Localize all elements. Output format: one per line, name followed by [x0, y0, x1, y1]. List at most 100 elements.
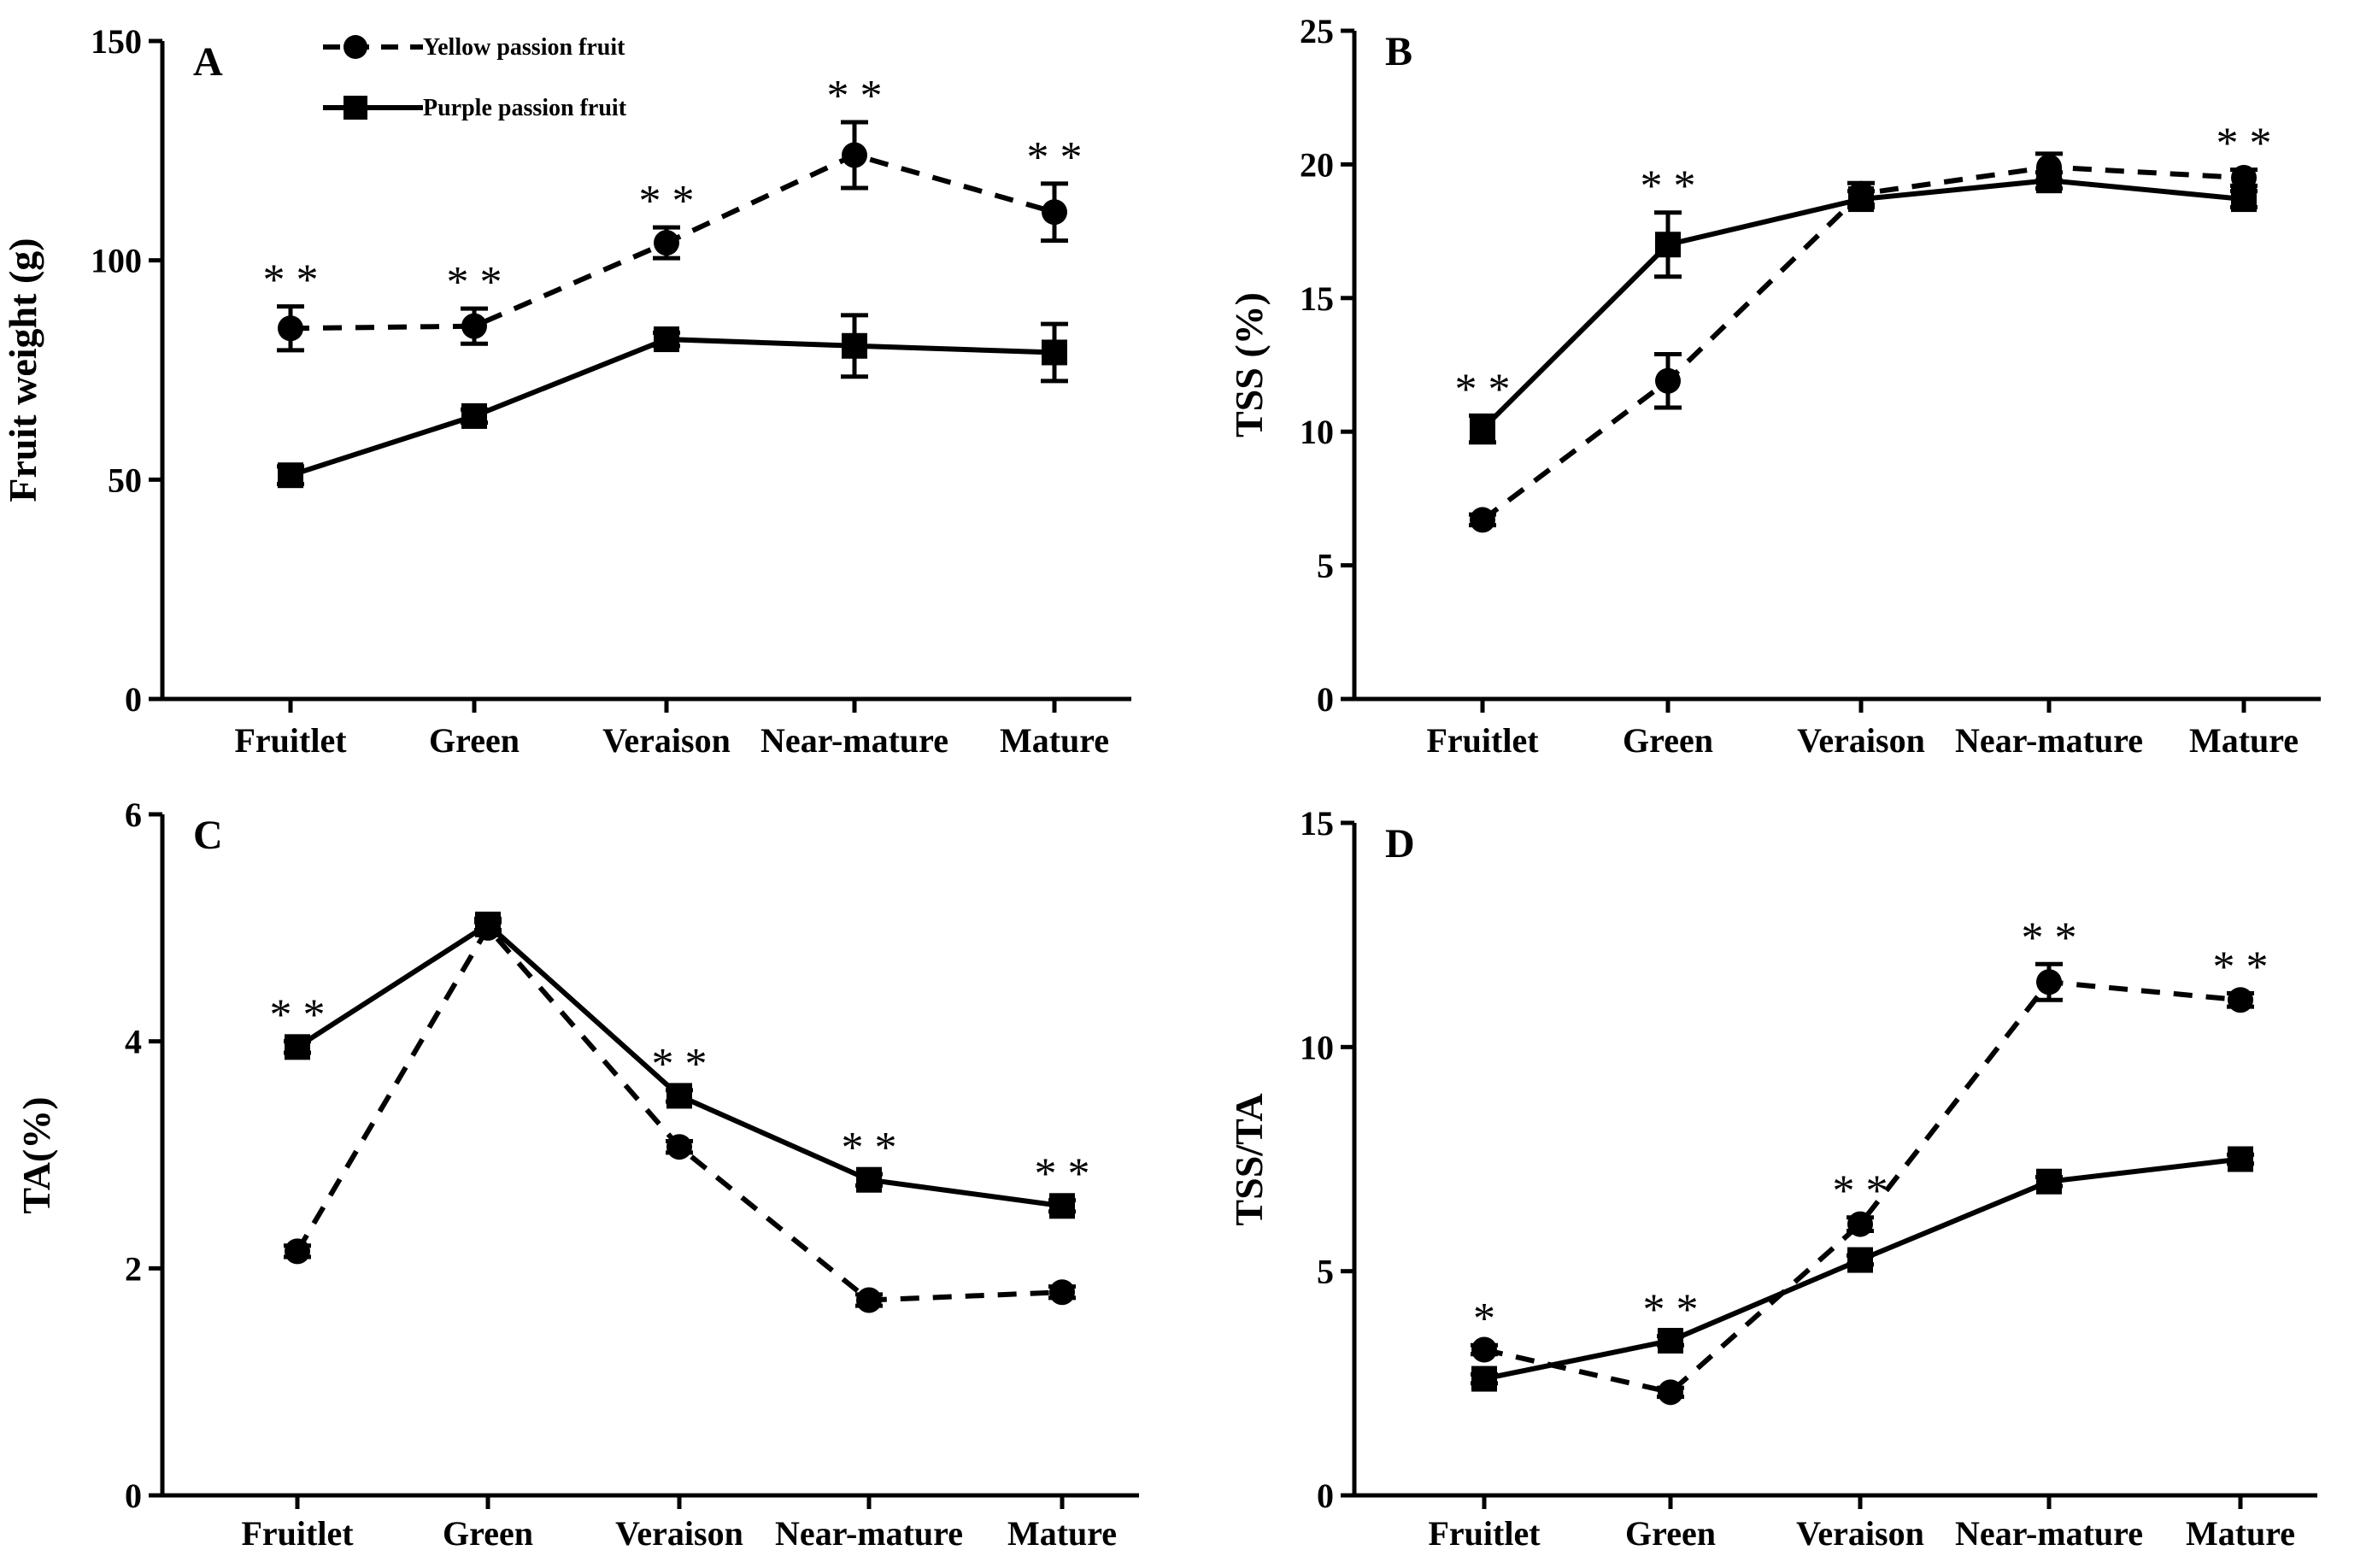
- data-point: [2231, 165, 2257, 191]
- data-point: [666, 1083, 692, 1109]
- y-axis-label: TSS/TA: [1227, 1093, 1271, 1225]
- y-tick-label: 20: [1300, 145, 1334, 184]
- y-axis-label: Fruit weight (g): [1, 238, 44, 502]
- data-point: [654, 230, 679, 256]
- panel-label: C: [193, 813, 223, 858]
- y-tick-label: 6: [125, 796, 142, 834]
- x-tick-label: Veraison: [602, 721, 731, 760]
- data-point: [856, 1287, 882, 1313]
- significance-mark: * *: [270, 991, 326, 1040]
- series-purple: [1469, 167, 2258, 445]
- data-point: [2228, 987, 2253, 1013]
- significance-mark: * *: [2022, 913, 2077, 962]
- y-tick-label: 10: [1300, 413, 1334, 451]
- series-purple: [284, 911, 1076, 1219]
- y-axis-label: TA(%): [15, 1096, 58, 1213]
- data-point: [1471, 1365, 1497, 1392]
- y-tick-label: 150: [91, 22, 142, 61]
- legend-yellow-label: Yellow passion fruit: [423, 34, 625, 61]
- data-point: [1042, 339, 1067, 366]
- significance-mark: * *: [1643, 1286, 1699, 1335]
- x-tick-label: Green: [429, 721, 520, 760]
- data-point: [1655, 367, 1681, 394]
- data-point: [461, 313, 487, 339]
- data-point: [1658, 1327, 1683, 1354]
- panel-b: 0 5 10 15 20 25 Fruitlet Green Veraison Near-matu…: [1227, 12, 2321, 760]
- y-tick-label: 0: [1317, 680, 1334, 719]
- significance-mark: * *: [447, 258, 502, 307]
- x-tick-label: Mature: [1000, 721, 1109, 760]
- x-tick-label: Near-mature: [1955, 721, 2143, 760]
- y-tick-label: 0: [125, 1477, 142, 1515]
- x-tick-label: Fruitlet: [234, 721, 347, 760]
- panel-label: A: [193, 39, 223, 85]
- data-point: [1655, 232, 1681, 258]
- data-point: [475, 911, 501, 937]
- y-tick-label: 10: [1300, 1028, 1334, 1066]
- data-point: [1847, 1211, 1873, 1237]
- data-point: [1848, 186, 1874, 213]
- y-tick-label: 15: [1300, 279, 1334, 318]
- y-tick-label: 25: [1300, 12, 1334, 50]
- series-line: [290, 337, 1055, 479]
- data-point: [1470, 507, 1495, 533]
- x-tick-label: Fruitlet: [1428, 1514, 1541, 1553]
- data-point: [2036, 1168, 2062, 1195]
- y-tick-label: 100: [91, 242, 142, 280]
- x-tick-label: Green: [1623, 721, 1713, 760]
- y-tick-label: 50: [108, 461, 142, 499]
- series-yellow: [277, 120, 1068, 353]
- panel-a: 0 50 100 150 Fruitlet Green Veraison Near-matur…: [1, 22, 1131, 760]
- data-point: [856, 1166, 882, 1193]
- legend: Yellow passion fruit Purple passion frui…: [323, 34, 627, 121]
- data-point: [1847, 1247, 1873, 1273]
- data-point: [2036, 969, 2062, 995]
- series-line: [295, 923, 1063, 1303]
- significance-mark: * *: [2217, 120, 2272, 168]
- data-point: [1658, 1379, 1683, 1406]
- y-tick-label: 0: [1317, 1477, 1334, 1515]
- series-purple: [1471, 1146, 2254, 1392]
- panel-label: D: [1385, 821, 1415, 866]
- data-point: [461, 402, 487, 429]
- significance-mark: * *: [842, 1124, 897, 1172]
- significance-mark: * *: [1455, 365, 1511, 414]
- data-point: [1042, 199, 1067, 226]
- data-point: [1049, 1193, 1075, 1219]
- data-point: [285, 1238, 310, 1265]
- series-yellow: [284, 914, 1076, 1313]
- significance-mark: * *: [2213, 943, 2269, 991]
- x-tick-label: Near-mature: [1955, 1514, 2143, 1553]
- x-tick-label: Fruitlet: [1426, 721, 1539, 760]
- x-tick-label: Green: [1625, 1514, 1716, 1553]
- data-point: [278, 462, 303, 489]
- data-point: [2228, 1146, 2253, 1172]
- significance-mark: * *: [1833, 1167, 1888, 1216]
- data-point: [1471, 1336, 1497, 1363]
- panel-c: 0 2 4 6 Fruitlet Green Veraison Near-mature Matu…: [15, 796, 1139, 1553]
- series-purple: [277, 313, 1068, 489]
- significance-mark: * *: [639, 177, 695, 226]
- x-tick-label: Mature: [1007, 1514, 1117, 1553]
- data-point: [842, 142, 867, 168]
- legend-purple-marker: [343, 96, 367, 120]
- data-point: [1049, 1279, 1075, 1306]
- x-tick-label: Mature: [2189, 721, 2299, 760]
- x-tick-label: Mature: [2186, 1514, 2295, 1553]
- y-tick-label: 5: [1317, 1253, 1334, 1291]
- x-tick-label: Veraison: [1796, 1514, 1924, 1553]
- x-tick-label: Near-mature: [760, 721, 948, 760]
- significance-mark: * *: [263, 256, 319, 305]
- legend-yellow-marker: [343, 35, 367, 59]
- data-point: [1470, 416, 1495, 443]
- x-tick-label: Fruitlet: [241, 1514, 354, 1553]
- x-tick-label: Near-mature: [775, 1514, 963, 1553]
- data-point: [278, 315, 303, 342]
- x-tick-label: Veraison: [615, 1514, 743, 1553]
- data-point: [666, 1134, 692, 1160]
- y-axis-label: TSS (%): [1227, 292, 1271, 438]
- significance-mark: * *: [1641, 162, 1696, 211]
- data-point: [2231, 186, 2257, 213]
